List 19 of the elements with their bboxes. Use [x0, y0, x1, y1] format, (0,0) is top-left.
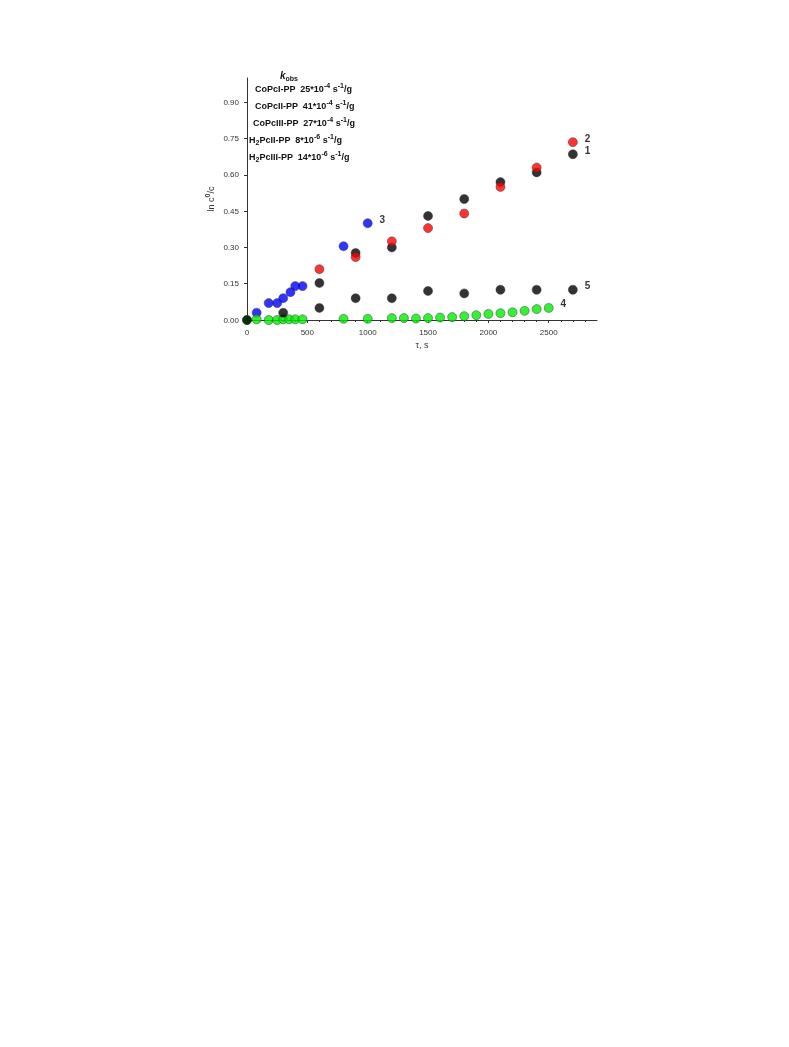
x-tick-label: 500	[300, 327, 315, 337]
y-tick-label: 0.00	[223, 315, 240, 325]
series-label: 1	[584, 144, 591, 156]
y-tick-label: 0.15	[223, 279, 240, 289]
x-tick-label: 1500	[419, 327, 438, 337]
y-tick-label: 0.90	[223, 97, 240, 107]
y-tick-label: 0.60	[223, 170, 240, 180]
x-tick-label: 0	[244, 327, 250, 337]
series-label: 5	[584, 280, 591, 292]
x-axis-title: τ, s	[415, 339, 430, 350]
series-label: 4	[560, 298, 567, 310]
y-tick-label: 0.30	[223, 242, 240, 252]
y-tick-label: 0.45	[223, 206, 240, 216]
y-tick-label: 0.75	[223, 134, 240, 143]
series-label: 3	[379, 213, 386, 225]
series-label: 2	[584, 132, 591, 144]
x-tick-label: 1000	[358, 327, 378, 337]
x-tick-label: 2000	[479, 327, 498, 337]
x-tick-label: 2500	[539, 327, 559, 337]
